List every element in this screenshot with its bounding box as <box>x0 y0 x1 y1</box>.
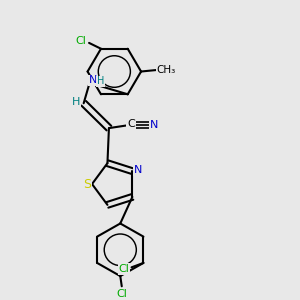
Text: Cl: Cl <box>116 289 127 298</box>
Text: N: N <box>89 76 98 85</box>
Text: CH₃: CH₃ <box>157 65 176 75</box>
Text: Cl: Cl <box>75 36 86 46</box>
Text: Cl: Cl <box>119 264 130 274</box>
Text: C: C <box>127 119 135 129</box>
Text: N: N <box>134 165 142 175</box>
Text: S: S <box>83 178 91 190</box>
Text: N: N <box>150 120 159 130</box>
Text: H: H <box>97 76 105 86</box>
Text: H: H <box>72 97 80 107</box>
